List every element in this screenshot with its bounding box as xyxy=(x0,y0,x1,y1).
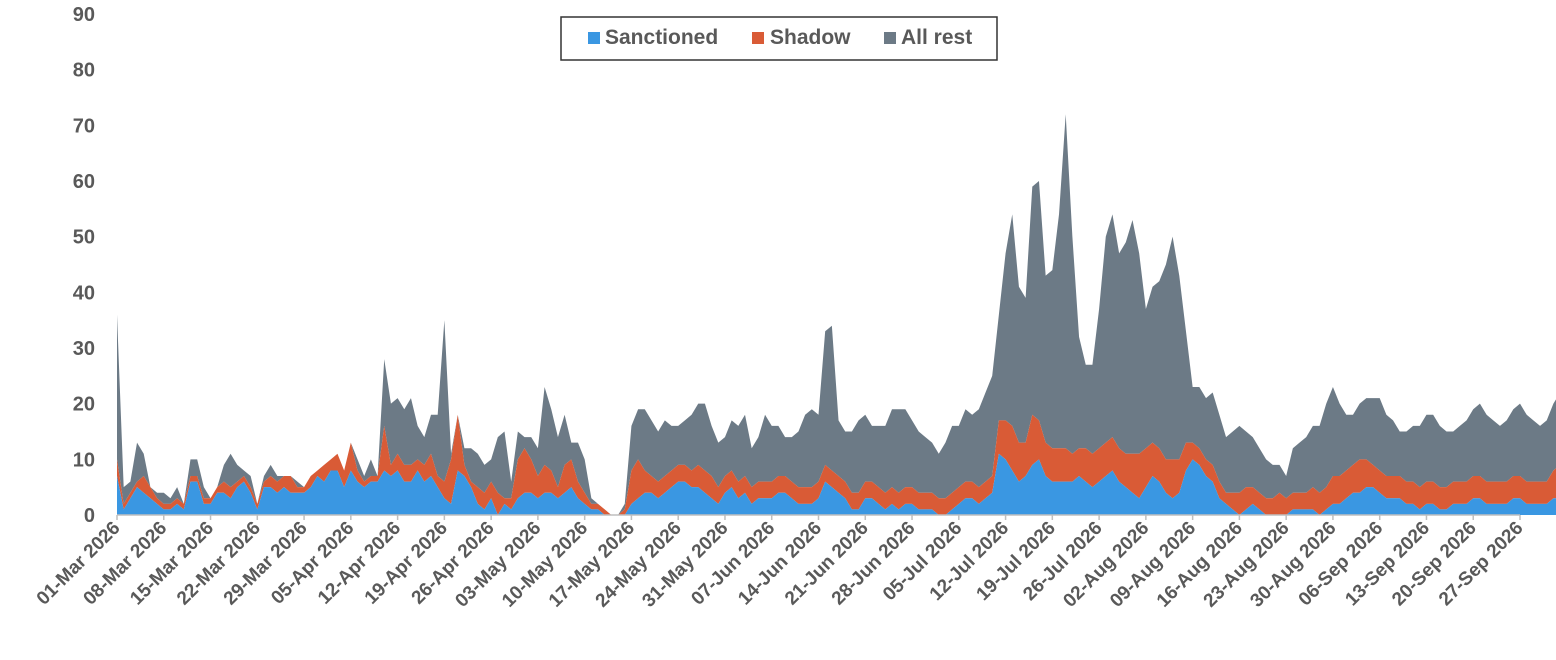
legend-swatch-all-rest xyxy=(884,32,896,44)
area-all-rest xyxy=(117,114,1556,515)
y-tick-label: 80 xyxy=(73,60,95,82)
y-tick-label: 40 xyxy=(73,282,95,304)
legend-swatch-shadow xyxy=(752,32,764,44)
y-tick-label: 10 xyxy=(73,449,95,471)
area-shadow xyxy=(117,414,1556,515)
y-tick-label: 60 xyxy=(73,171,95,193)
y-tick-label: 20 xyxy=(73,394,95,416)
area-layer xyxy=(117,114,1556,515)
y-tick-label: 30 xyxy=(73,338,95,360)
y-tick-label: 0 xyxy=(84,505,95,527)
legend-box xyxy=(560,16,998,61)
legend-label: Sanctioned xyxy=(605,26,718,49)
y-tick-label: 70 xyxy=(73,115,95,137)
legend: Sanctioned Shadow All rest xyxy=(560,16,998,61)
area-sanctioned xyxy=(117,453,1556,515)
legend-label: All rest xyxy=(901,26,972,49)
legend-label: Shadow xyxy=(770,26,851,49)
legend-swatch-sanctioned xyxy=(588,32,600,44)
y-tick-label: 90 xyxy=(73,4,95,26)
y-tick-label: 50 xyxy=(73,227,95,249)
